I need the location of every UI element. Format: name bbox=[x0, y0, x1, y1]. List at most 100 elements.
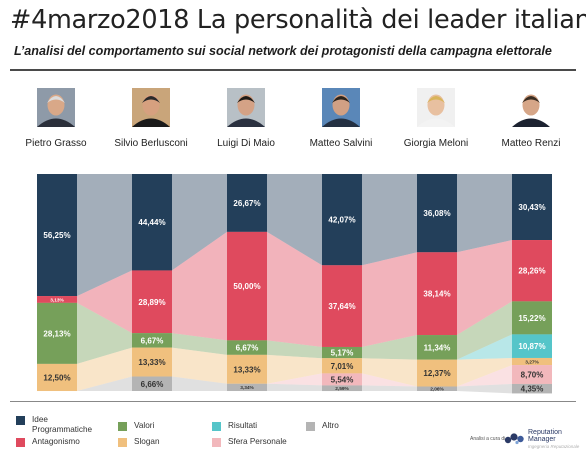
logo-prefix: Analisi a cura di bbox=[470, 436, 506, 442]
data-label-pietro-grasso-antagonismo: 3,13% bbox=[50, 297, 64, 303]
bar-segment-silvio-berlusconi-valori bbox=[132, 333, 172, 348]
legend-label: Sfera Personale bbox=[228, 437, 287, 446]
data-label-pietro-grasso-slogan: 12,50% bbox=[43, 373, 70, 382]
portrait-giorgia-meloni bbox=[417, 88, 455, 127]
legend-item-risultati: Risultati bbox=[212, 421, 257, 431]
bar-segment-matteo-renzi-idee-programmatiche bbox=[512, 174, 552, 241]
legend-item-slogan: Slogan bbox=[118, 437, 160, 447]
logo-name-line2: Manager bbox=[528, 436, 556, 443]
data-label-giorgia-meloni-valori: 11,34% bbox=[424, 343, 451, 352]
bar-segment-giorgia-meloni-idee-programmatiche bbox=[417, 174, 457, 253]
data-label-matteo-renzi-risultati: 10,87% bbox=[518, 342, 545, 351]
bar-segment-matteo-renzi-valori bbox=[512, 301, 552, 335]
portrait-shoulders bbox=[37, 118, 75, 127]
leader-name-luigi-di-maio: Luigi Di Maio bbox=[217, 138, 275, 149]
data-label-luigi-di-maio-antagonismo: 50,00% bbox=[233, 282, 260, 291]
legend-label: Slogan bbox=[134, 437, 160, 446]
portrait-pietro-grasso bbox=[37, 88, 75, 127]
legend-swatch bbox=[212, 438, 221, 447]
leader-name-matteo-renzi: Matteo Renzi bbox=[502, 138, 561, 149]
bar-segment-pietro-grasso-idee-programmatiche bbox=[37, 174, 77, 297]
data-label-silvio-berlusconi-slogan: 13,33% bbox=[138, 358, 165, 367]
portrait-hair bbox=[47, 96, 65, 103]
legend-item-antagonismo: Antagonismo bbox=[16, 437, 80, 447]
data-label-matteo-salvini-valori: 5,17% bbox=[331, 349, 354, 358]
data-label-giorgia-meloni-idee-programmatiche: 36,08% bbox=[423, 209, 450, 218]
legend-swatch bbox=[16, 438, 25, 447]
bar-segment-pietro-grasso-slogan bbox=[37, 363, 77, 392]
data-label-matteo-renzi-antagonismo: 28,26% bbox=[518, 267, 545, 276]
portrait-matteo-salvini bbox=[322, 88, 360, 127]
bar-segment-pietro-grasso-valori bbox=[37, 302, 77, 364]
bar-segment-matteo-salvini-sfera-personale bbox=[322, 373, 362, 386]
legend-swatch bbox=[118, 438, 127, 447]
portrait-shoulders bbox=[417, 118, 455, 127]
logo-mark-icon bbox=[504, 433, 524, 445]
bar-segment-luigi-di-maio-altro bbox=[227, 383, 267, 392]
data-label-luigi-di-maio-idee-programmatiche: 26,67% bbox=[233, 199, 260, 208]
data-label-matteo-salvini-idee-programmatiche: 42,07% bbox=[328, 216, 355, 225]
legend-label: Altro bbox=[322, 421, 339, 430]
legend-swatch bbox=[306, 422, 315, 431]
data-label-matteo-renzi-valori: 15,22% bbox=[518, 314, 545, 323]
bar-segment-matteo-salvini-antagonismo bbox=[322, 265, 362, 347]
bar-segment-matteo-salvini-valori bbox=[322, 346, 362, 359]
data-label-matteo-renzi-idee-programmatiche: 30,43% bbox=[518, 203, 545, 212]
leader-name-matteo-salvini: Matteo Salvini bbox=[310, 138, 373, 149]
portrait-luigi-di-maio bbox=[227, 88, 265, 127]
portrait-shoulders bbox=[322, 118, 360, 127]
bar-segment-luigi-di-maio-valori bbox=[227, 340, 267, 355]
leader-name-giorgia-meloni: Giorgia Meloni bbox=[404, 138, 468, 149]
bar-segment-pietro-grasso-antagonismo bbox=[37, 296, 77, 303]
bar-segment-giorgia-meloni-altro bbox=[417, 386, 457, 391]
data-label-matteo-salvini-slogan: 7,01% bbox=[331, 362, 354, 371]
legend-swatch bbox=[16, 416, 25, 425]
portrait-hair bbox=[237, 96, 255, 103]
portrait-shoulders bbox=[512, 118, 550, 127]
bar-segment-luigi-di-maio-antagonismo bbox=[227, 231, 267, 341]
page-title: #4marzo2018 La personalità dei leader it… bbox=[10, 5, 586, 35]
data-label-luigi-di-maio-slogan: 13,33% bbox=[233, 365, 260, 374]
data-label-matteo-salvini-sfera-personale: 5,54% bbox=[331, 375, 354, 384]
data-label-silvio-berlusconi-altro: 6,66% bbox=[141, 380, 164, 389]
bar-segment-silvio-berlusconi-idee-programmatiche bbox=[132, 174, 172, 271]
portrait-hair bbox=[142, 96, 160, 103]
page-subtitle: L’analisi del comportamento sui social n… bbox=[14, 44, 552, 58]
bar-segment-luigi-di-maio-slogan bbox=[227, 354, 267, 384]
data-label-matteo-renzi-sfera-personale: 8,70% bbox=[521, 371, 544, 380]
header-divider bbox=[10, 69, 576, 71]
portrait-silvio-berlusconi bbox=[132, 88, 170, 127]
portrait-shoulders bbox=[227, 118, 265, 127]
bar-segment-giorgia-meloni-antagonismo bbox=[417, 252, 457, 336]
data-label-silvio-berlusconi-antagonismo: 28,89% bbox=[138, 298, 165, 307]
data-label-luigi-di-maio-valori: 6,67% bbox=[236, 344, 259, 353]
bar-segment-silvio-berlusconi-slogan bbox=[132, 347, 172, 377]
portrait-hair bbox=[522, 96, 540, 103]
data-label-pietro-grasso-idee-programmatiche: 56,25% bbox=[43, 231, 70, 240]
bar-segment-luigi-di-maio-idee-programmatiche bbox=[227, 174, 267, 232]
legend-item-sfera-personale: Sfera Personale bbox=[212, 437, 287, 447]
reputation-manager-logo: Analisi a cura di Reputation Manager Ing… bbox=[470, 428, 580, 450]
portrait-hair bbox=[427, 96, 445, 103]
bar-segment-giorgia-meloni-valori bbox=[417, 335, 457, 360]
data-label-matteo-salvini-altro: 2,59% bbox=[335, 386, 349, 392]
data-label-giorgia-meloni-slogan: 12,37% bbox=[423, 369, 450, 378]
legend-item-altro: Altro bbox=[306, 421, 339, 431]
data-label-matteo-salvini-antagonismo: 37,64% bbox=[328, 302, 355, 311]
legend-label: Antagonismo bbox=[32, 437, 80, 446]
bar-segment-matteo-salvini-idee-programmatiche bbox=[322, 174, 362, 266]
leader-name-pietro-grasso: Pietro Grasso bbox=[25, 138, 87, 149]
bar-segment-matteo-renzi-antagonismo bbox=[512, 240, 552, 302]
legend-label: Idee Programmatiche bbox=[32, 415, 93, 434]
stacked-bar-chart: 56,25% 3,13% 28,13% 12,50% 44,44% 28,89% 6,67%… bbox=[25, 88, 561, 394]
bar-segment-matteo-renzi-sfera-personale bbox=[512, 365, 552, 384]
bar-segment-silvio-berlusconi-antagonismo bbox=[132, 270, 172, 334]
data-label-silvio-berlusconi-valori: 6,67% bbox=[141, 336, 164, 345]
legend-divider bbox=[10, 401, 576, 402]
legend-item-valori: Valori bbox=[118, 421, 154, 431]
legend-swatch bbox=[212, 422, 221, 431]
data-label-pietro-grasso-valori: 28,13% bbox=[43, 329, 70, 338]
data-label-matteo-renzi-slogan: 3,27% bbox=[525, 359, 539, 365]
data-label-giorgia-meloni-altro: 2,06% bbox=[430, 387, 444, 393]
portrait-hair bbox=[332, 96, 350, 103]
